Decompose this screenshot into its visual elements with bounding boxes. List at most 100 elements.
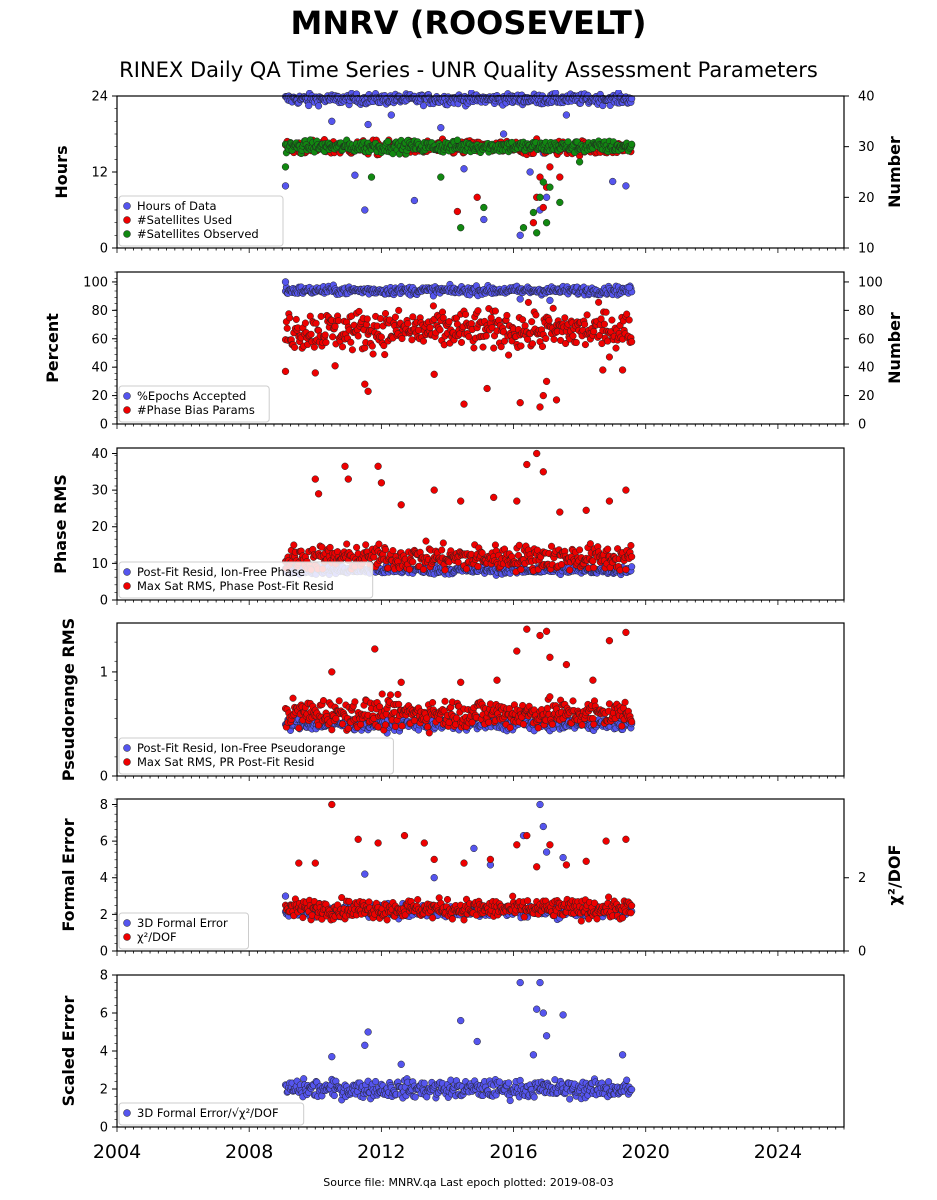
point-red (490, 493, 498, 502)
point-red (328, 668, 336, 676)
point-red (312, 319, 320, 327)
point-red (539, 468, 547, 476)
point-blue (609, 177, 617, 186)
point-red (519, 316, 527, 324)
point-red (383, 916, 391, 924)
point-red (453, 207, 462, 216)
point-red (505, 351, 513, 359)
point-red (562, 660, 571, 669)
point-blue (387, 111, 395, 119)
point-green (367, 173, 376, 181)
point-red (605, 497, 614, 505)
point-red (581, 341, 589, 349)
point-blue (546, 296, 554, 305)
point-red (377, 479, 386, 487)
legend-label: Post-Fit Resid, Ion-Free Pseudorange (137, 741, 345, 755)
point-red (460, 400, 468, 408)
point-red (586, 540, 594, 548)
legend-marker (123, 216, 131, 224)
point-red (561, 314, 569, 322)
point-red (491, 307, 499, 315)
point-red (604, 545, 612, 553)
point-red (623, 310, 631, 318)
point-red (405, 565, 414, 573)
point-red (490, 344, 498, 352)
y-tick-label: 40 (91, 447, 108, 462)
data-points (281, 278, 636, 411)
y-tick-label: 0 (100, 418, 108, 433)
point-red (578, 721, 586, 729)
point-red (515, 541, 523, 549)
legend-marker (123, 392, 131, 400)
point-red (536, 173, 544, 181)
point-red (374, 462, 382, 470)
legend-marker (123, 758, 131, 766)
point-blue (305, 101, 313, 110)
point-red (536, 403, 544, 411)
point-red (292, 315, 300, 323)
point-blue (361, 870, 369, 878)
point-red (519, 720, 528, 728)
legend-label: %Epochs Accepted (137, 389, 246, 403)
point-red (487, 314, 495, 322)
point-red (506, 724, 514, 732)
point-red (389, 547, 397, 555)
point-red (539, 391, 547, 400)
y2-tick-label: 20 (858, 389, 875, 404)
point-red (429, 302, 437, 310)
point-red (329, 333, 337, 341)
point-red (569, 332, 577, 340)
point-red (521, 322, 529, 330)
point-blue (539, 822, 547, 831)
y-tick-label: 100 (83, 275, 108, 290)
point-red (608, 316, 616, 324)
y-axis-title: Pseudorange RMS (59, 618, 78, 781)
legend-label: #Phase Bias Params (137, 403, 255, 417)
point-red (391, 313, 399, 321)
point-red (364, 387, 372, 395)
legend: Post-Fit Resid, Ion-Free PseudorangeMax … (118, 737, 394, 775)
point-red (589, 714, 597, 723)
point-red (462, 565, 471, 573)
point-red (552, 396, 561, 404)
point-red (622, 628, 630, 637)
point-red (370, 553, 378, 561)
point-red (589, 676, 597, 684)
point-red (338, 343, 347, 351)
point-green (281, 163, 290, 171)
point-red (524, 298, 532, 306)
point-red (347, 338, 355, 346)
point-red (532, 311, 540, 319)
point-red (441, 566, 449, 574)
point-red (605, 700, 613, 708)
point-red (354, 332, 362, 340)
point-red (482, 332, 490, 340)
point-green (453, 136, 461, 144)
point-red (326, 543, 334, 551)
point-red (516, 399, 524, 407)
point-red (395, 700, 403, 708)
point-red (283, 324, 291, 332)
point-green (556, 198, 564, 207)
point-red (291, 343, 299, 351)
point-red (322, 338, 330, 346)
y-tick-label: 60 (91, 332, 108, 347)
point-red (371, 645, 379, 653)
point-green (539, 178, 547, 186)
point-red (394, 690, 402, 698)
point-red (517, 565, 525, 574)
point-red (439, 539, 447, 547)
point-red (424, 723, 432, 731)
point-blue (281, 182, 290, 190)
point-red (546, 693, 554, 701)
point-green (529, 208, 538, 217)
point-green (437, 173, 445, 181)
point-red (549, 304, 557, 312)
point-red (538, 342, 547, 351)
point-red (523, 460, 531, 469)
point-red (491, 541, 499, 549)
point-red (380, 342, 388, 350)
point-blue (542, 848, 551, 856)
